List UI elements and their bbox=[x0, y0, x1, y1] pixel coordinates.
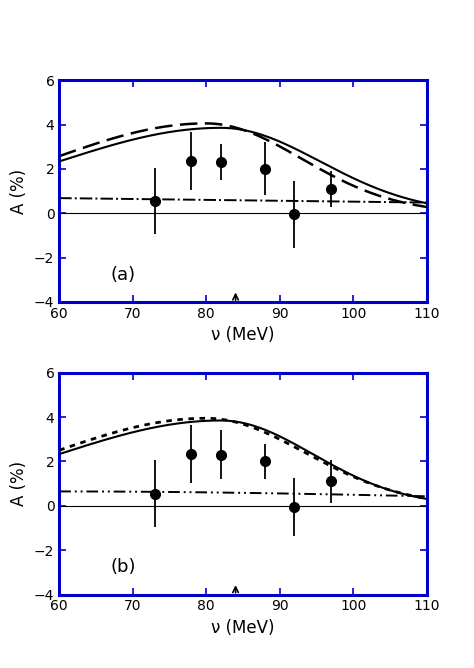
Text: (b): (b) bbox=[110, 558, 136, 576]
X-axis label: ν (MeV): ν (MeV) bbox=[211, 619, 274, 637]
Text: (a): (a) bbox=[110, 266, 136, 284]
Y-axis label: A (%): A (%) bbox=[10, 168, 28, 214]
X-axis label: ν (MeV): ν (MeV) bbox=[211, 326, 274, 344]
Y-axis label: A (%): A (%) bbox=[10, 461, 28, 506]
